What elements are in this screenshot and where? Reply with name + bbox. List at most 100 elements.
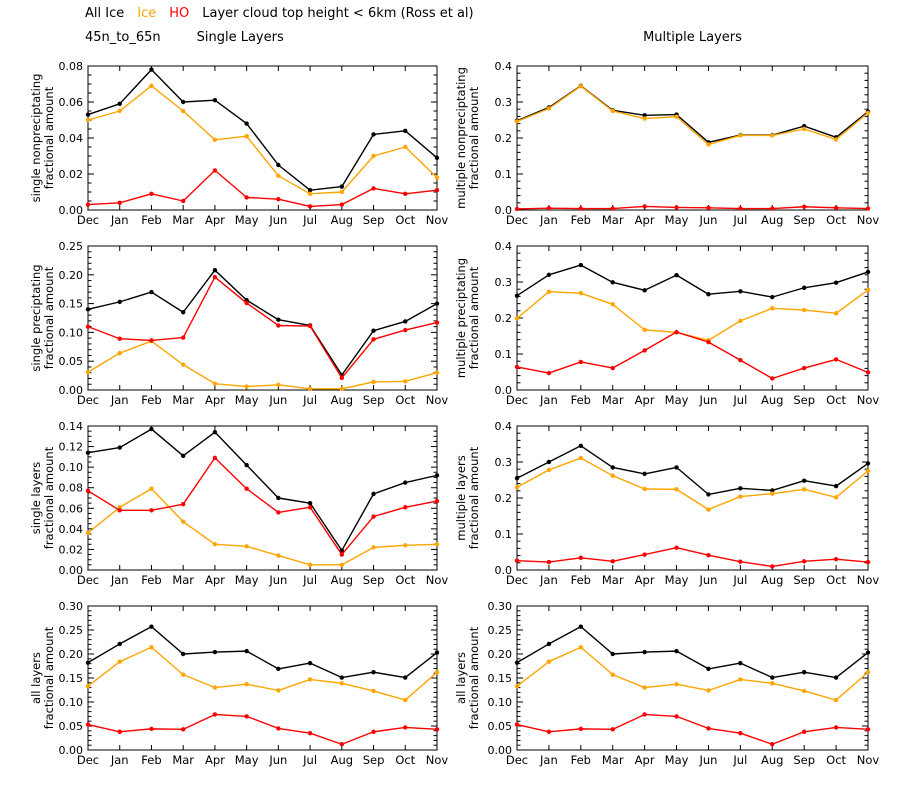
data-point-ice bbox=[578, 455, 584, 461]
x-tick-label: Apr bbox=[635, 573, 655, 587]
data-point-ho bbox=[276, 726, 281, 731]
y-axis-label: fractional amount bbox=[467, 86, 481, 189]
data-point-ice bbox=[339, 189, 345, 195]
data-point-all-ice bbox=[434, 650, 440, 655]
data-point-ice bbox=[85, 369, 91, 375]
y-tick-label: 0.02 bbox=[59, 543, 84, 556]
data-point-ho bbox=[403, 725, 408, 730]
x-tick-label: Nov bbox=[426, 753, 449, 767]
x-tick-label: Nov bbox=[426, 393, 449, 407]
chart-svg-single-nonpreciptating: 0.00 0.02 0.04 0.06 0.08 Dec Jan Feb Mar Apr May Ju… bbox=[29, 60, 448, 227]
y-tick-label: 0.3 bbox=[495, 456, 513, 469]
y-tick-label: 0.08 bbox=[59, 60, 84, 73]
data-point-ice bbox=[276, 688, 281, 693]
x-tick-label: Jan bbox=[539, 753, 558, 767]
y-tick-label: 0.30 bbox=[488, 600, 513, 613]
data-point-ho bbox=[833, 357, 839, 362]
data-point-ice bbox=[801, 307, 807, 313]
data-point-ice bbox=[770, 306, 775, 311]
data-point-ho bbox=[738, 731, 743, 736]
y-tick-label: 0.4 bbox=[495, 60, 513, 73]
data-point-ho bbox=[578, 206, 584, 211]
data-point-ho bbox=[770, 564, 775, 569]
data-point-all-ice bbox=[578, 443, 584, 448]
y-tick-label: 0.10 bbox=[59, 326, 84, 339]
data-point-ho bbox=[180, 335, 186, 340]
x-tick-label: Dec bbox=[506, 393, 528, 407]
data-point-ice bbox=[307, 677, 313, 682]
data-point-ice bbox=[865, 110, 871, 115]
x-tick-label: Jan bbox=[110, 213, 129, 227]
x-tick-label: Jan bbox=[110, 753, 129, 767]
data-point-ho bbox=[674, 714, 679, 719]
x-tick-label: Nov bbox=[857, 213, 880, 227]
data-point-ice bbox=[244, 682, 249, 687]
data-point-all-ice bbox=[403, 675, 408, 680]
data-point-all-ice bbox=[514, 476, 520, 481]
x-tick-label: Jun bbox=[268, 213, 287, 227]
data-point-ho bbox=[85, 722, 91, 727]
x-tick-label: Jun bbox=[698, 573, 717, 587]
x-tick-label: Jul bbox=[732, 213, 747, 227]
series-line-ho bbox=[87, 276, 438, 379]
x-tick-label: May bbox=[235, 753, 259, 767]
series-line-all-ice bbox=[516, 264, 869, 298]
data-point-ice bbox=[371, 545, 376, 550]
y-tick-label: 0.06 bbox=[59, 502, 84, 515]
data-point-ho bbox=[149, 191, 154, 196]
data-point-ho bbox=[801, 559, 807, 564]
data-point-ice bbox=[276, 553, 281, 558]
data-point-all-ice bbox=[212, 98, 218, 103]
data-point-all-ice bbox=[546, 272, 552, 277]
data-point-all-ice bbox=[801, 285, 807, 290]
data-point-ice bbox=[276, 173, 281, 178]
x-tick-label: Jul bbox=[302, 573, 317, 587]
data-point-ho bbox=[403, 191, 408, 196]
data-point-ho bbox=[514, 722, 520, 727]
x-tick-label: Aug bbox=[761, 753, 783, 767]
data-point-ice bbox=[371, 379, 376, 385]
y-tick-label: 0.06 bbox=[59, 96, 84, 109]
data-point-all-ice bbox=[117, 445, 122, 450]
data-point-ho bbox=[642, 552, 647, 557]
series-line-all-ice bbox=[516, 625, 869, 679]
x-tick-label: Feb bbox=[571, 753, 591, 767]
data-point-all-ice bbox=[578, 262, 584, 268]
y-axis-label: single preciptating bbox=[29, 264, 43, 371]
subtitle-single-layers: Single Layers bbox=[196, 30, 284, 45]
data-point-all-ice bbox=[307, 500, 313, 506]
y-tick-label: 0.12 bbox=[59, 441, 84, 454]
y-axis-label: all layers bbox=[454, 652, 468, 704]
series-line-ho bbox=[516, 331, 869, 380]
y-tick-label: 0.00 bbox=[59, 564, 84, 577]
series-line-all-ice bbox=[87, 625, 438, 679]
data-point-ice bbox=[180, 108, 186, 114]
x-tick-label: Dec bbox=[77, 753, 99, 767]
x-tick-label: Nov bbox=[857, 753, 880, 767]
data-point-ho bbox=[212, 274, 218, 280]
data-point-ho bbox=[149, 726, 154, 732]
data-point-ho bbox=[514, 206, 520, 212]
data-point-ho bbox=[371, 186, 376, 191]
series-line-ice bbox=[87, 488, 438, 566]
data-point-all-ice bbox=[738, 486, 743, 491]
data-point-all-ice bbox=[706, 492, 711, 497]
x-tick-label: Sep bbox=[793, 393, 815, 407]
y-tick-label: 0.2 bbox=[495, 132, 513, 145]
data-point-all-ice bbox=[371, 132, 376, 137]
data-point-ho bbox=[706, 553, 711, 558]
data-point-ho bbox=[578, 555, 584, 560]
y-axis-label: fractional amount bbox=[42, 86, 56, 189]
data-point-ice bbox=[212, 381, 218, 386]
data-point-ice bbox=[674, 487, 679, 492]
series-line-ho bbox=[87, 169, 438, 208]
data-point-ho bbox=[546, 729, 552, 734]
y-axis-label: fractional amount bbox=[467, 626, 481, 729]
x-tick-label: Oct bbox=[826, 573, 846, 587]
data-point-ho bbox=[276, 510, 281, 515]
x-tick-label: Aug bbox=[331, 213, 353, 227]
data-point-ice bbox=[212, 137, 218, 142]
data-point-all-ice bbox=[212, 649, 218, 655]
data-point-ho bbox=[117, 729, 122, 734]
data-point-all-ice bbox=[149, 624, 154, 629]
